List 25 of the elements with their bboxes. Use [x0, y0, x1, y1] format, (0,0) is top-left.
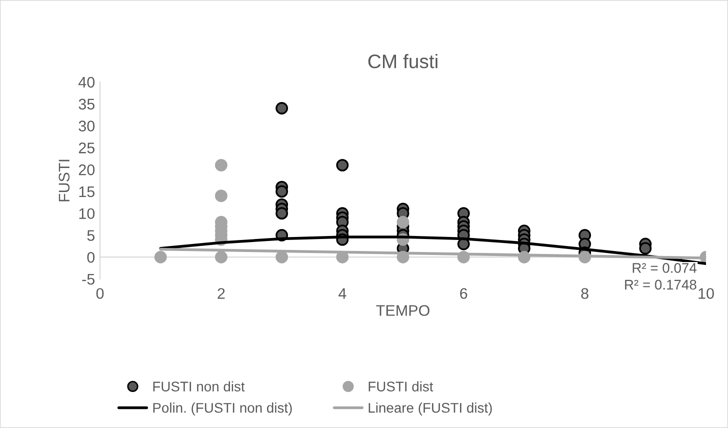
- legend-label: FUSTI non dist: [153, 381, 245, 392]
- y-tick-label: 0: [87, 252, 95, 263]
- y-tick-label: 10: [79, 208, 95, 220]
- y-tick-label: -5: [82, 274, 94, 285]
- x-tick-label: 4: [338, 288, 346, 299]
- y-tick-label: 35: [78, 98, 94, 110]
- legend-label: Polin. (FUSTI non dist): [153, 402, 292, 416]
- x-tick-label: 0: [96, 288, 104, 299]
- y-tick-label: 20: [78, 164, 95, 176]
- chart-title: CM fusti: [368, 54, 438, 68]
- legend-label: Lineare (FUSTI dist): [368, 402, 492, 416]
- y-tick-label: 25: [78, 142, 94, 154]
- y-tick-label: 30: [78, 120, 95, 132]
- legend-label: FUSTI dist: [368, 381, 434, 392]
- y-tick-label: 5: [87, 230, 94, 241]
- x-tick-label: 8: [581, 288, 588, 299]
- x-tick-label: 6: [460, 288, 468, 299]
- y-axis-title: FUSTI: [58, 160, 70, 202]
- text: R² = 0.1748: [625, 280, 696, 290]
- y-tick-label: 15: [79, 186, 94, 198]
- y-tick-label: 40: [78, 76, 95, 88]
- x-axis-title: TEMPO: [376, 305, 430, 316]
- x-tick-label: 2: [218, 288, 225, 299]
- x-tick-label: 10: [698, 288, 714, 299]
- annotation: R² = 0.074: [632, 263, 697, 273]
